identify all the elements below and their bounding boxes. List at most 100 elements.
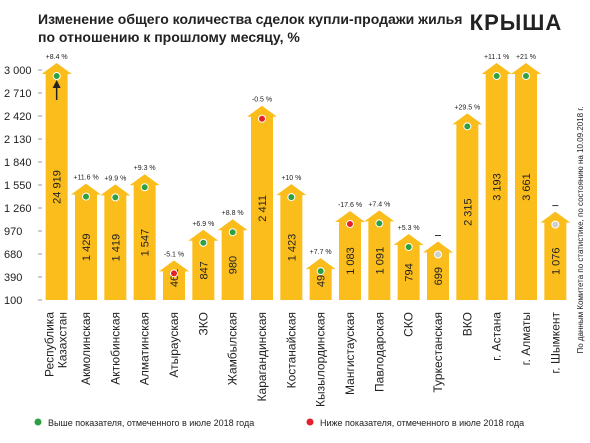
bar: [511, 63, 541, 300]
bar: [423, 241, 453, 300]
y-tick-label: 2 420: [4, 111, 32, 123]
value-label: 24 919: [52, 170, 64, 204]
chart-title: Изменение общего количества сделок купли…: [38, 11, 462, 27]
x-tick-label: Павлодарская: [372, 312, 386, 392]
status-dot: [52, 72, 61, 80]
x-tick-label: Костанайская: [284, 312, 298, 388]
bar: [129, 174, 160, 300]
y-tick-label: 680: [4, 249, 22, 261]
x-tick-label: Атырауская: [167, 312, 181, 378]
change-label: +8.8 %: [222, 210, 244, 217]
status-dot: [111, 193, 120, 202]
x-tick-label: ЗКО: [196, 312, 210, 335]
status-dot: [551, 220, 560, 229]
change-label: +21 %: [516, 54, 536, 61]
x-tick-label: Мангистауская: [343, 312, 357, 395]
bar: [540, 211, 571, 300]
value-label: 3 661: [521, 173, 533, 201]
change-label: +5.3 %: [398, 225, 420, 232]
bar: [217, 219, 248, 300]
x-tick-label: г. Астана: [490, 312, 504, 361]
change-label: +6.9 %: [192, 221, 214, 228]
source-note: По данным Комитета по статистике, по сос…: [576, 106, 585, 353]
y-tick-label: 1 840: [4, 157, 32, 169]
x-tick-label: г. Шымкент: [548, 312, 562, 374]
x-tick-label: Актюбинская: [108, 312, 122, 385]
y-tick-label: 100: [4, 295, 22, 307]
x-tick-label: Карагандинская: [255, 312, 269, 401]
change-label: +9.3 %: [134, 165, 156, 172]
change-label: -17.6 %: [338, 202, 362, 209]
bar: [247, 105, 277, 300]
change-label: +9.9 %: [104, 175, 126, 182]
y-tick-label: 3 000: [4, 65, 32, 77]
legend-label: Выше показателя, отмеченного в июле 2018…: [48, 418, 254, 428]
status-dot: [82, 192, 90, 201]
bar: [364, 210, 395, 300]
value-label: 794: [404, 263, 416, 281]
y-tick-label: 1 260: [4, 203, 32, 215]
value-label: 2 411: [257, 195, 269, 222]
change-label: +7.4 %: [368, 201, 390, 208]
x-tick-label: Алматинская: [138, 312, 152, 385]
value-label: 3 193: [492, 173, 504, 201]
x-tick-label: РеспубликаКазахстан: [43, 312, 70, 377]
bar: [481, 63, 512, 300]
legend-dot: [34, 418, 42, 426]
status-dot: [346, 220, 354, 229]
bar: [159, 260, 189, 300]
status-dot: [522, 72, 530, 80]
status-dot: [199, 238, 208, 247]
value-label: 1 547: [140, 229, 152, 257]
status-dot: [316, 267, 325, 276]
x-tick-label: Акмолинская: [79, 312, 93, 385]
bar: [335, 211, 365, 300]
x-tick-label: СКО: [402, 312, 416, 337]
value-label: 2 315: [462, 198, 474, 226]
legend-label: Ниже показателя, отмеченного в июле 2018…: [320, 418, 524, 428]
change-label: -5.1 %: [164, 251, 184, 258]
status-dot: [258, 114, 266, 123]
chart-title: по отношению к прошлому месяцу, %: [38, 29, 300, 45]
status-dot: [170, 269, 178, 278]
change-label: +7.7 %: [310, 249, 332, 256]
status-dot: [434, 250, 442, 259]
value-label: 1 083: [345, 247, 357, 275]
status-dot: [375, 219, 384, 228]
value-label: 699: [433, 267, 445, 285]
status-dot: [492, 72, 501, 80]
change-label: +29.5 %: [454, 104, 480, 111]
bar: [41, 63, 72, 300]
bar: [71, 183, 101, 300]
status-dot: [287, 193, 296, 202]
value-label: 1 429: [81, 234, 93, 262]
bar: [452, 113, 483, 301]
status-dot: [404, 242, 413, 251]
value-label: 1 076: [550, 248, 562, 276]
logo: КРЫША: [470, 10, 563, 35]
x-tick-label: г. Алматы: [519, 312, 533, 365]
change-label: -0.5 %: [252, 97, 272, 104]
x-tick-label: Жамбылская: [226, 312, 240, 385]
legend-dot: [306, 418, 314, 426]
x-tick-label: Туркестанская: [431, 312, 445, 393]
status-dot: [228, 228, 237, 237]
y-tick-label: 1 550: [4, 180, 32, 192]
bar: [188, 229, 219, 300]
x-tick-label: ВКО: [460, 312, 474, 336]
status-dot: [140, 183, 149, 192]
value-label: 1 091: [374, 247, 386, 275]
y-tick-label: 390: [4, 272, 22, 284]
value-label: 1 419: [110, 234, 122, 262]
bar: [393, 233, 424, 300]
bar: [100, 184, 131, 300]
change-label: +10 %: [281, 175, 301, 182]
x-tick-label: Кызылординская: [314, 312, 328, 407]
y-tick-label: 2 130: [4, 134, 32, 146]
change-label: +11.6 %: [73, 175, 98, 182]
arrow-head: [52, 80, 61, 88]
change-label: +8.4 %: [46, 54, 68, 61]
y-tick-label: 970: [4, 226, 22, 238]
bar: [276, 184, 307, 300]
